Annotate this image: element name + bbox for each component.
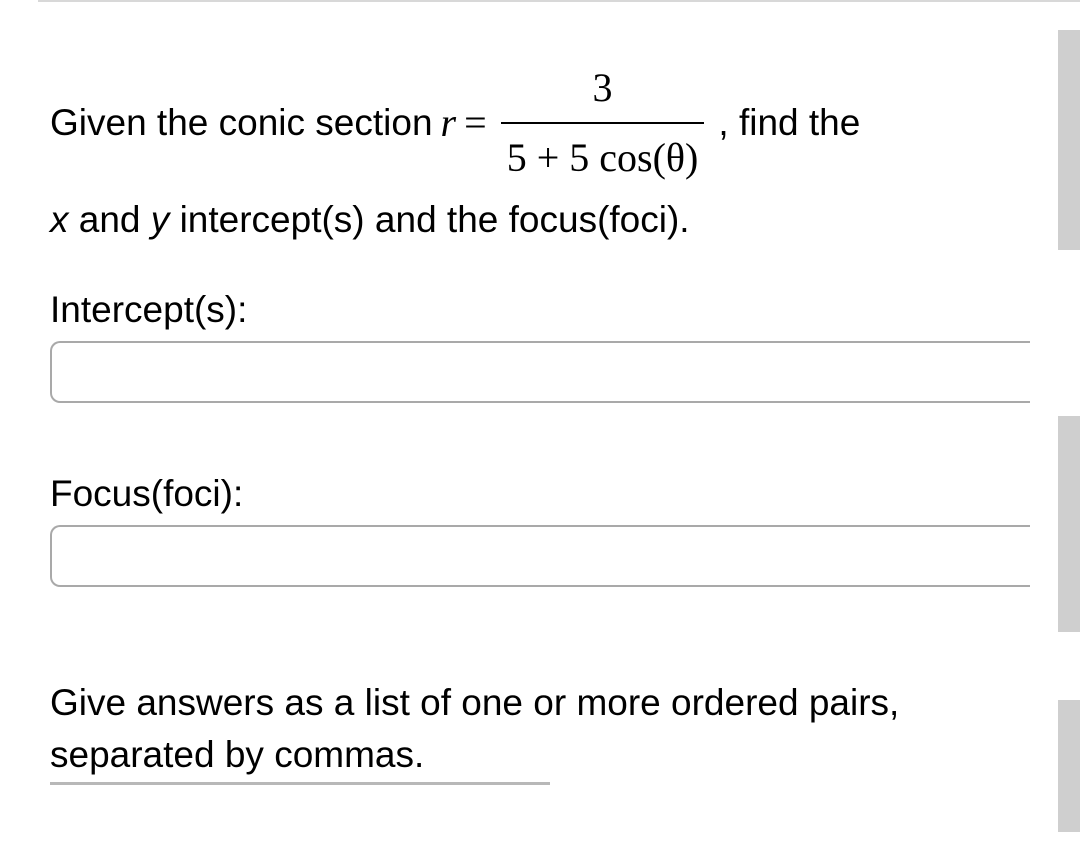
problem-suffix1: , find the xyxy=(718,93,860,152)
var-y: y xyxy=(151,199,170,240)
numerator: 3 xyxy=(587,56,619,122)
problem-line2-rest: intercept(s) and the focus(foci). xyxy=(169,199,689,240)
fraction: 3 5 + 5 cos(θ) xyxy=(501,56,705,190)
denominator: 5 + 5 cos(θ) xyxy=(501,122,705,190)
var-x: x xyxy=(50,199,69,240)
equals-sign: = xyxy=(464,91,487,155)
intercepts-input[interactable] xyxy=(50,341,1030,403)
problem-statement: Given the conic section r = 3 5 + 5 cos(… xyxy=(50,56,1030,249)
intercepts-label: Intercept(s): xyxy=(50,289,1030,331)
question-container: Given the conic section r = 3 5 + 5 cos(… xyxy=(0,0,1080,785)
text-and: and xyxy=(69,199,151,240)
instruction-line2: separated by commas. xyxy=(50,729,424,783)
foci-input[interactable] xyxy=(50,525,1030,587)
instruction-text: Give answers as a list of one or more or… xyxy=(50,677,1030,785)
instruction-line1: Give answers as a list of one or more or… xyxy=(50,677,1030,729)
var-r: r xyxy=(441,91,457,155)
problem-prefix: Given the conic section xyxy=(50,93,433,152)
foci-label: Focus(foci): xyxy=(50,473,1030,515)
